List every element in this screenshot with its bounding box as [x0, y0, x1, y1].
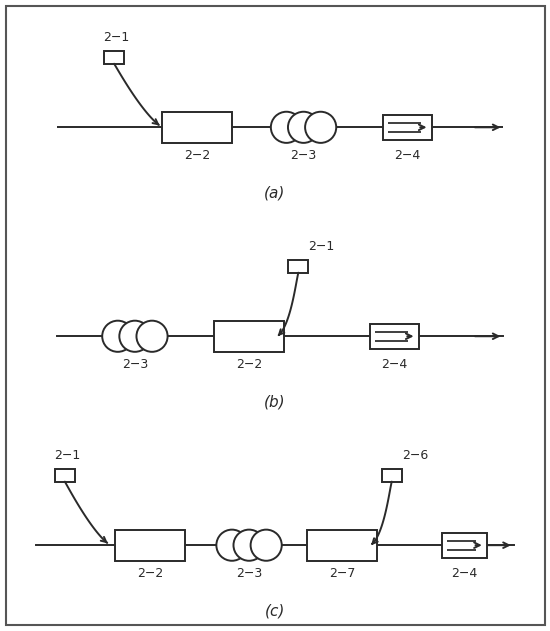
Text: 2−4: 2−4 [394, 150, 420, 162]
Text: 2−3: 2−3 [290, 150, 317, 162]
Text: 2−2: 2−2 [236, 358, 262, 372]
Circle shape [102, 321, 133, 352]
Bar [370, 324, 419, 349]
Text: (b): (b) [264, 394, 286, 410]
Text: 2−3: 2−3 [236, 567, 262, 581]
Circle shape [251, 529, 282, 561]
Bar [382, 469, 402, 481]
Bar [289, 260, 308, 273]
Text: 2−2: 2−2 [184, 150, 210, 162]
Bar [55, 469, 75, 481]
Text: 2−1: 2−1 [309, 240, 335, 252]
Bar [214, 321, 284, 352]
Text: (c): (c) [265, 603, 285, 618]
Text: (a): (a) [265, 186, 285, 201]
Bar [162, 112, 232, 143]
Circle shape [136, 321, 168, 352]
Bar [116, 529, 185, 561]
Bar [442, 533, 487, 558]
Text: 2−6: 2−6 [402, 449, 428, 461]
Circle shape [216, 529, 248, 561]
Text: 2−1: 2−1 [54, 449, 80, 461]
Circle shape [288, 112, 319, 143]
Bar [104, 50, 124, 64]
Circle shape [305, 112, 336, 143]
Text: 2−4: 2−4 [381, 358, 408, 372]
Text: 2−2: 2−2 [138, 567, 163, 581]
Circle shape [271, 112, 302, 143]
Text: 2−3: 2−3 [122, 358, 148, 372]
Text: 2−7: 2−7 [329, 567, 356, 581]
Text: 2−4: 2−4 [451, 567, 477, 581]
Bar [307, 529, 377, 561]
Circle shape [119, 321, 151, 352]
Text: 2−1: 2−1 [103, 31, 130, 44]
Circle shape [234, 529, 265, 561]
Bar [383, 115, 432, 139]
